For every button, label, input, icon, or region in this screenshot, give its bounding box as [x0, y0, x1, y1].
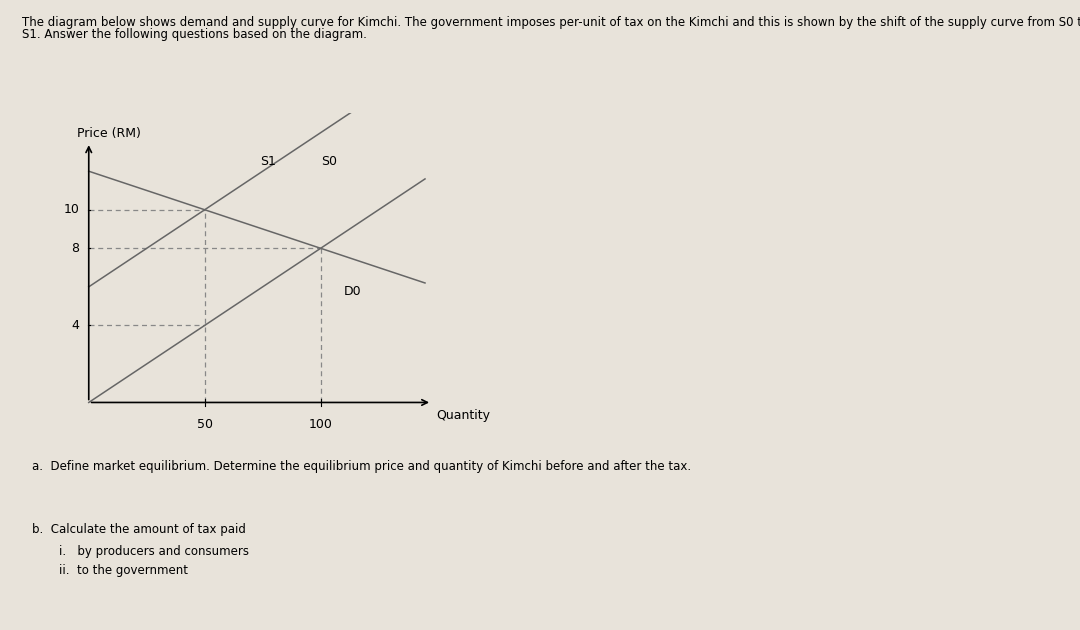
Text: a.  Define market equilibrium. Determine the equilibrium price and quantity of K: a. Define market equilibrium. Determine …: [32, 460, 691, 473]
Text: 8: 8: [71, 242, 80, 255]
Text: D0: D0: [343, 285, 362, 297]
Text: i.   by producers and consumers: i. by producers and consumers: [59, 545, 249, 558]
Text: 10: 10: [64, 203, 80, 216]
Text: 4: 4: [71, 319, 80, 332]
Text: 100: 100: [309, 418, 333, 431]
Text: ii.  to the government: ii. to the government: [59, 564, 188, 577]
Text: S1: S1: [260, 156, 276, 168]
Text: 50: 50: [197, 418, 213, 431]
Text: S0: S0: [321, 156, 337, 168]
Text: The diagram below shows demand and supply curve for Kimchi. The government impos: The diagram below shows demand and suppl…: [22, 16, 1080, 29]
Text: Quantity: Quantity: [436, 410, 490, 423]
Text: S1. Answer the following questions based on the diagram.: S1. Answer the following questions based…: [22, 28, 366, 42]
Text: b.  Calculate the amount of tax paid: b. Calculate the amount of tax paid: [32, 523, 246, 536]
Text: Price (RM): Price (RM): [77, 127, 141, 140]
